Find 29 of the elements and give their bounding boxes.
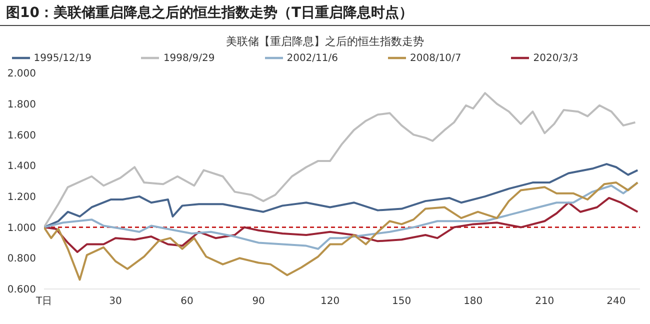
- x-tick-label: 210: [535, 296, 554, 308]
- y-tick-label: 1.000: [7, 222, 36, 234]
- y-tick-label: 1.200: [7, 192, 36, 203]
- y-tick-label: 0.600: [7, 284, 36, 296]
- chart-title: 图10：美联储重启降息之后的恒生指数走势（T日重启降息时点）: [0, 0, 650, 26]
- x-tick-label: 60: [180, 296, 194, 308]
- line-series: [44, 92, 636, 228]
- y-tick-label: 1.600: [7, 130, 36, 142]
- line-series: [44, 182, 639, 281]
- line-series: [44, 163, 639, 228]
- legend-label: 1998/9/29: [163, 52, 215, 64]
- legend-label: 2002/11/6: [286, 52, 338, 64]
- x-tick-label: T日: [34, 296, 52, 308]
- y-tick-label: 1.400: [7, 161, 36, 172]
- x-tick-label: 30: [109, 296, 122, 308]
- y-tick-label: 1.800: [7, 99, 36, 110]
- legend-label: 2020/3/3: [533, 52, 578, 64]
- line-series: [44, 196, 639, 253]
- x-tick-label: 120: [320, 296, 340, 308]
- legend-label: 1995/12/19: [34, 52, 92, 64]
- x-tick-label: 240: [606, 296, 626, 308]
- x-tick-label: 180: [464, 296, 483, 308]
- chart-subtitle: 美联储【重启降息】之后的恒生指数走势: [225, 34, 425, 49]
- y-tick-label: 0.800: [7, 254, 36, 265]
- x-tick-label: 150: [392, 296, 412, 308]
- legend-label: 2008/10/7: [410, 52, 462, 64]
- x-tick-label: 90: [252, 296, 265, 308]
- line-series: [44, 182, 639, 250]
- y-tick-label: 2.000: [7, 68, 36, 80]
